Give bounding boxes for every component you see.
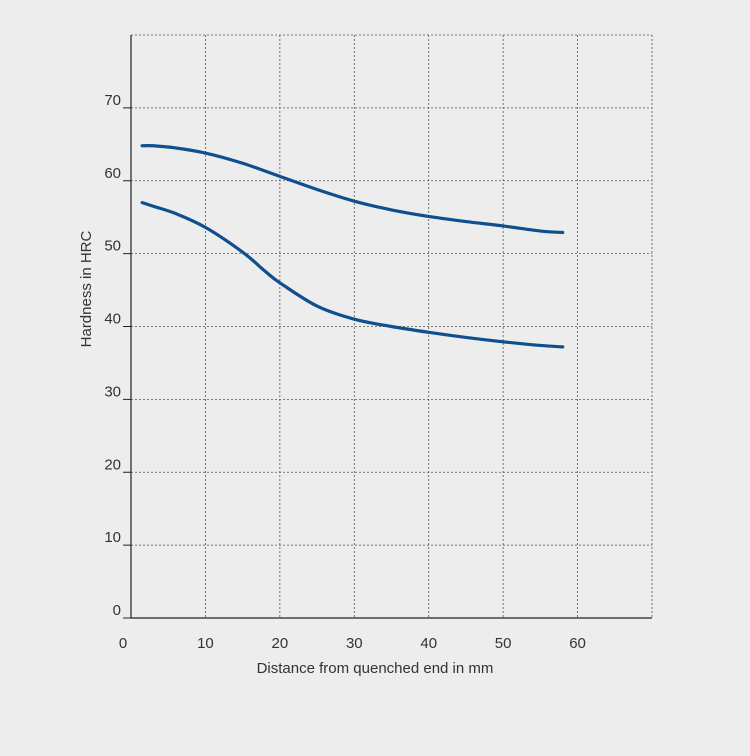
- y-axis-label: Hardness in HRC: [78, 230, 95, 347]
- y-tick-label: 0: [113, 602, 121, 619]
- x-tick-label: 0: [119, 635, 127, 652]
- x-tick-label: 30: [346, 635, 363, 652]
- x-tick-label: 10: [197, 635, 214, 652]
- series-line-lower: [140, 201, 565, 349]
- x-tick-label: 50: [495, 635, 512, 652]
- y-tick-label: 40: [104, 311, 121, 328]
- x-axis-label: Distance from quenched end in mm: [257, 660, 494, 677]
- y-tick-label: 20: [104, 456, 121, 473]
- series-lines: [140, 144, 565, 349]
- y-tick-label: 10: [104, 529, 121, 546]
- y-tick-label: 30: [104, 383, 121, 400]
- axes: 0 10 20 30 40 50 60 70 0 10 20 30 40 50 60: [104, 35, 652, 652]
- x-tick-label: 20: [272, 635, 289, 652]
- y-tick-label: 70: [104, 92, 121, 109]
- series-line-upper: [140, 144, 565, 235]
- x-tick-label: 60: [569, 635, 586, 652]
- y-tick-label: 50: [104, 238, 121, 255]
- y-tick-label: 60: [104, 165, 121, 182]
- axis-labels: Distance from quenched end in mm Hardnes…: [78, 230, 493, 677]
- x-tick-label: 40: [420, 635, 437, 652]
